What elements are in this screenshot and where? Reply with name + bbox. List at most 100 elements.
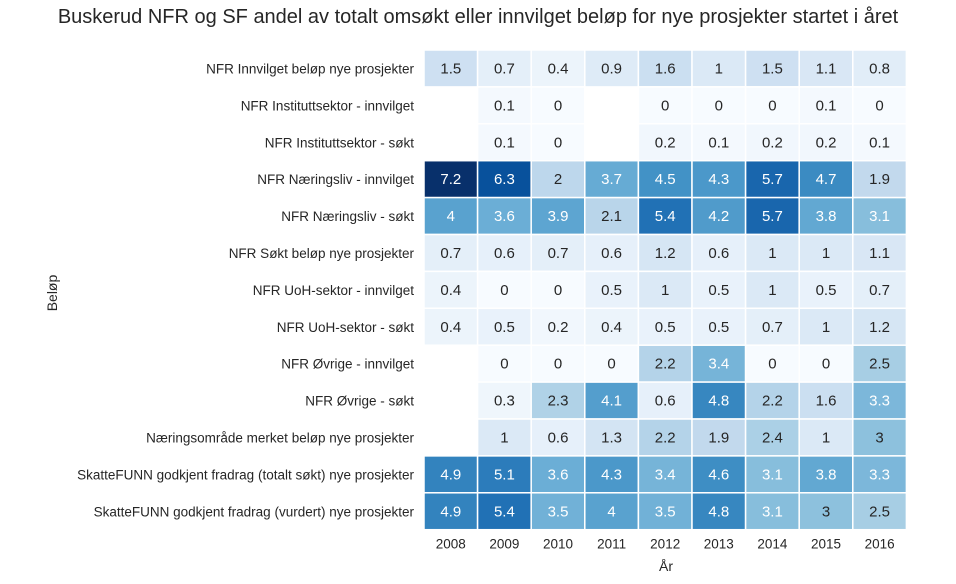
cell-value-label: 0.4 — [440, 282, 461, 299]
cell-value-label: 2.5 — [869, 503, 890, 520]
heatmap-cell — [530, 307, 586, 346]
heatmap-cell — [852, 196, 908, 236]
cell-value-label: 2.4 — [762, 429, 783, 446]
cell-value-label: 7.2 — [440, 171, 461, 188]
row-label: NFR Næringsliv - innvilget — [257, 172, 414, 187]
cell-value-label: 0.5 — [494, 319, 515, 336]
heatmap-cell — [476, 233, 532, 273]
cell-value-label: 0.6 — [548, 429, 569, 446]
cell-value-label: 2.3 — [548, 393, 569, 410]
column-label: 2008 — [436, 537, 466, 552]
heatmap-cell — [476, 196, 532, 236]
cell-value-label: 3.3 — [869, 466, 890, 483]
heatmap-cell — [530, 86, 586, 125]
heatmap-cell — [691, 344, 747, 383]
heatmap-cell — [423, 233, 479, 273]
cell-value-label: 2 — [554, 171, 562, 188]
cell-value-label: 5.7 — [762, 171, 783, 188]
cell-value-label: 0.2 — [548, 319, 569, 336]
heatmap-cell — [744, 49, 800, 88]
cell-value-label: 0.2 — [762, 134, 783, 151]
heatmap-cell — [637, 492, 693, 531]
cell-value-label: 0.1 — [816, 97, 837, 114]
row-label: Næringsområde merket beløp nye prosjekte… — [146, 430, 414, 445]
heatmap-cell — [798, 49, 854, 88]
cell-value-label: 4.3 — [708, 171, 729, 188]
heatmap-cell — [691, 49, 747, 88]
cell-value-label: 4.1 — [601, 393, 622, 410]
cell-value-label: 3 — [822, 503, 830, 520]
row-label: SkatteFUNN godkjent fradrag (vurdert) ny… — [94, 504, 415, 519]
heatmap-cell — [691, 455, 747, 494]
cell-value-label: 3.5 — [548, 503, 569, 520]
cell-value-label: 1 — [715, 60, 723, 77]
heatmap-cell — [798, 344, 854, 383]
row-label: NFR UoH-sektor - søkt — [277, 320, 415, 335]
heatmap-cell — [744, 233, 800, 273]
cell-value-label: 2.2 — [762, 393, 783, 410]
column-label: 2015 — [811, 537, 841, 552]
cell-value-label: 0.4 — [601, 319, 622, 336]
heatmap-cell — [637, 307, 693, 346]
cell-value-label: 0 — [500, 356, 508, 373]
row-label: NFR Øvrige - søkt — [305, 394, 414, 409]
cell-value-label: 0 — [661, 97, 669, 114]
cell-value-label: 0.4 — [548, 60, 569, 77]
cell-value-label: 3.9 — [548, 208, 569, 225]
column-label: 2014 — [757, 537, 788, 552]
cell-value-label: 4.2 — [708, 208, 729, 225]
cell-value-label: 4.8 — [708, 503, 729, 520]
cell-value-label: 1 — [768, 245, 776, 262]
cell-value-label: 3.8 — [816, 466, 837, 483]
cell-value-label: 0 — [715, 97, 723, 114]
cell-value-label: 3.3 — [869, 393, 890, 410]
cell-value-label: 1 — [500, 429, 508, 446]
y-axis-title: Beløp — [44, 275, 60, 312]
cell-value-label: 0.2 — [816, 134, 837, 151]
heatmap-cell — [691, 86, 747, 125]
heatmap-cell — [637, 270, 693, 310]
heatmap-cell — [852, 86, 908, 125]
heatmap-cell — [476, 455, 532, 494]
cell-value-label: 4.9 — [440, 466, 461, 483]
cell-value-label: 3.8 — [816, 208, 837, 225]
cell-value-label: 3.6 — [548, 466, 569, 483]
cell-value-label: 0.7 — [762, 319, 783, 336]
cell-value-label: 4 — [447, 208, 455, 225]
cell-value-label: 0.6 — [494, 245, 515, 262]
cell-value-label: 3.7 — [601, 171, 622, 188]
cell-value-label: 3.5 — [655, 503, 676, 520]
heatmap-cell — [637, 233, 693, 273]
heatmap-cell — [637, 455, 693, 494]
heatmap-cell — [852, 492, 908, 531]
row-label: NFR Instituttsektor - innvilget — [241, 98, 415, 113]
cell-value-label: 1 — [661, 282, 669, 299]
cell-value-label: 0 — [768, 356, 776, 373]
heatmap-cell — [476, 344, 532, 383]
cell-value-label: 0.3 — [494, 393, 515, 410]
cell-value-label: 0 — [554, 356, 562, 373]
column-label: 2010 — [543, 537, 573, 552]
heatmap-cell — [423, 159, 479, 199]
cell-value-label: 5.4 — [494, 503, 515, 520]
cell-value-label: 4.5 — [655, 171, 676, 188]
cell-value-label: 3.4 — [708, 356, 729, 373]
cell-value-label: 0 — [554, 134, 562, 151]
cell-value-label: 0.7 — [494, 60, 515, 77]
cell-value-label: 0 — [607, 356, 615, 373]
heatmap-cell — [691, 159, 747, 199]
cell-value-label: 5.1 — [494, 466, 515, 483]
heatmap-cell — [476, 381, 532, 420]
cell-value-label: 2.2 — [655, 356, 676, 373]
column-label: 2013 — [704, 537, 734, 552]
cell-value-label: 4.9 — [440, 503, 461, 520]
cell-value-label: 1 — [768, 282, 776, 299]
heatmap-cell — [476, 159, 532, 199]
cell-value-label: 1.9 — [869, 171, 890, 188]
cell-value-label: 0.1 — [708, 134, 729, 151]
cell-value-label: 2.5 — [869, 356, 890, 373]
heatmap-cell — [852, 344, 908, 383]
cell-value-label: 1.6 — [655, 60, 676, 77]
chart-title: Buskerud NFR og SF andel av totalt omsøk… — [57, 6, 899, 28]
cell-value-label: 1 — [822, 319, 830, 336]
